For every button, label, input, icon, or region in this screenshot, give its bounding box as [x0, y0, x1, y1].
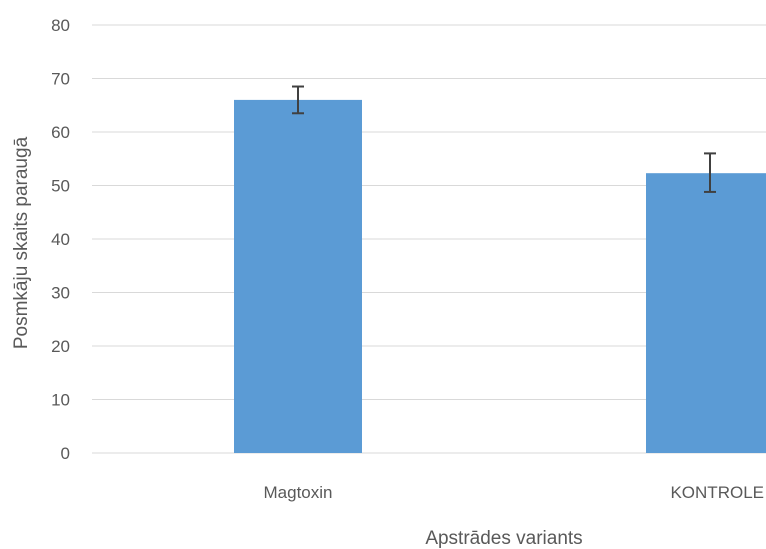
bars	[234, 99, 766, 454]
bar-magtoxin	[234, 99, 362, 454]
y-tick-label: 30	[51, 284, 70, 303]
y-tick-label: 20	[51, 337, 70, 356]
error-bar-kontrole	[704, 152, 716, 193]
y-tick-label: 80	[51, 16, 70, 35]
y-tick-label: 10	[51, 391, 70, 410]
x-tick-label-kontrole: KONTROLE	[670, 483, 764, 502]
gridlines	[92, 24, 766, 454]
x-axis-title: Apstrādes variants	[425, 528, 582, 549]
error-bar-magtoxin	[292, 85, 304, 115]
x-tick-labels: Magtoxin KONTROLE	[264, 483, 764, 502]
bar-kontrole	[646, 173, 766, 453]
error-bars	[292, 85, 716, 193]
y-axis-title: Posmkāju skaits paraugā	[11, 136, 32, 349]
y-tick-label: 70	[51, 70, 70, 89]
y-tick-label: 60	[51, 123, 70, 142]
y-tick-label: 40	[51, 230, 70, 249]
x-tick-label-magtoxin: Magtoxin	[264, 483, 333, 502]
y-tick-label: 0	[61, 444, 70, 463]
y-tick-label: 50	[51, 177, 70, 196]
y-tick-labels: 0 10 20 30 40 50 60 70 80	[51, 16, 70, 463]
